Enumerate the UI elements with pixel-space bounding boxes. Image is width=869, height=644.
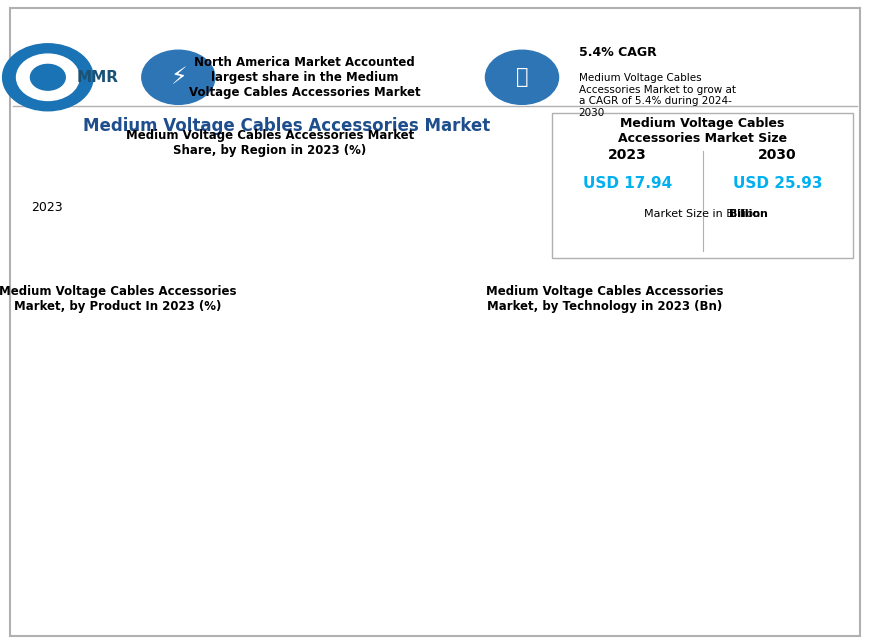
FancyBboxPatch shape [552, 113, 852, 258]
Text: USD 25.93: USD 25.93 [732, 176, 821, 191]
Text: Medium Voltage Cables
Accessories Market to grow at
a CAGR of 5.4% during 2024-
: Medium Voltage Cables Accessories Market… [578, 73, 734, 118]
Wedge shape [130, 383, 207, 473]
Bar [673, 446, 733, 589]
Text: North America Market Accounted
largest share in the Medium
Voltage Cables Access: North America Market Accounted largest s… [189, 56, 420, 99]
Text: USD 17.94: USD 17.94 [582, 176, 672, 191]
Circle shape [142, 50, 215, 104]
Bar [83, 182, 248, 227]
FancyBboxPatch shape [10, 8, 859, 636]
Text: Market Size in Billion: Market Size in Billion [644, 209, 760, 220]
Wedge shape [130, 425, 221, 512]
Text: Medium Voltage Cables Accessories
Market, by Technology in 2023 (Bn): Medium Voltage Cables Accessories Market… [486, 285, 722, 314]
Text: Medium Voltage Cables Accessories Market: Medium Voltage Cables Accessories Market [83, 117, 490, 135]
Text: Billion: Billion [728, 209, 767, 220]
Text: Medium Voltage Cables
Accessories Market Size: Medium Voltage Cables Accessories Market… [617, 117, 786, 145]
Circle shape [485, 50, 558, 104]
Wedge shape [130, 473, 212, 564]
Text: 2023: 2023 [31, 201, 63, 214]
Bar [413, 182, 465, 227]
Legend: Cable Joints and Splice, Connectors, Seperables, Terminations, Others: Cable Joints and Splice, Connectors, Sep… [260, 431, 411, 515]
Text: Medium Voltage Cables Accessories Market
Share, by Region in 2023 (%): Medium Voltage Cables Accessories Market… [125, 129, 414, 157]
Text: 2030: 2030 [758, 147, 796, 162]
Text: MMR: MMR [76, 70, 118, 85]
Wedge shape [42, 473, 130, 564]
Bar [465, 182, 517, 227]
Bar [343, 182, 413, 227]
Text: 2023: 2023 [607, 147, 647, 162]
Text: 🔥: 🔥 [515, 67, 527, 88]
Circle shape [17, 54, 79, 100]
Circle shape [30, 64, 65, 90]
Wedge shape [40, 383, 130, 490]
Text: ⚡: ⚡ [169, 65, 187, 90]
Bar [552, 458, 613, 589]
Text: 5.4% CAGR: 5.4% CAGR [578, 46, 655, 59]
Text: Medium Voltage Cables Accessories
Market, by Product In 2023 (%): Medium Voltage Cables Accessories Market… [0, 285, 235, 314]
Legend: North America, Asia-Pacific, Europe, Middle East and Africa, South America: North America, Asia-Pacific, Europe, Mid… [86, 294, 348, 346]
Bar [248, 182, 343, 227]
Bar [432, 415, 492, 589]
Circle shape [3, 44, 93, 111]
